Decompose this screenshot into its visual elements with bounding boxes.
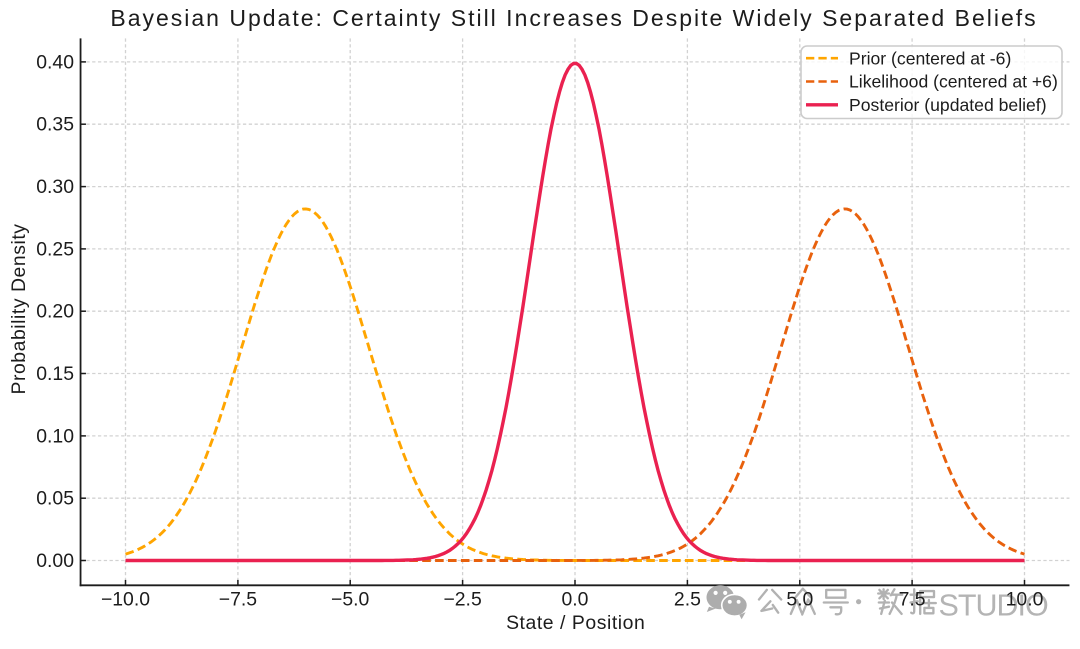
svg-text:Prior (centered at -6): Prior (centered at -6) [849,48,1011,68]
svg-text:−5.0: −5.0 [331,589,369,611]
svg-text:State / Position: State / Position [506,612,645,634]
svg-text:0.00: 0.00 [36,550,74,572]
svg-text:−7.5: −7.5 [219,589,257,611]
svg-text:0.30: 0.30 [36,176,74,198]
svg-text:0.10: 0.10 [36,425,74,447]
svg-text:−10.0: −10.0 [101,589,150,611]
svg-text:5.0: 5.0 [786,589,813,611]
svg-text:0.15: 0.15 [36,363,74,385]
svg-text:0.25: 0.25 [36,238,74,260]
svg-text:0.05: 0.05 [36,488,74,510]
svg-text:Bayesian Update: Certainty Sti: Bayesian Update: Certainty Still Increas… [110,5,1037,31]
svg-text:STUDIO: STUDIO [939,589,1049,623]
svg-text:10.0: 10.0 [1006,589,1044,611]
svg-text:0.0: 0.0 [562,589,589,611]
svg-text:2.5: 2.5 [674,589,701,611]
svg-text:Posterior (updated belief): Posterior (updated belief) [849,95,1047,115]
svg-text:0.20: 0.20 [36,301,74,323]
svg-text:0.35: 0.35 [36,114,74,136]
svg-text:−2.5: −2.5 [443,589,481,611]
svg-text:7.5: 7.5 [899,589,926,611]
svg-text:Probability Density: Probability Density [8,223,30,394]
svg-text:0.40: 0.40 [36,51,74,73]
svg-text:Likelihood (centered at +6): Likelihood (centered at +6) [849,72,1058,92]
